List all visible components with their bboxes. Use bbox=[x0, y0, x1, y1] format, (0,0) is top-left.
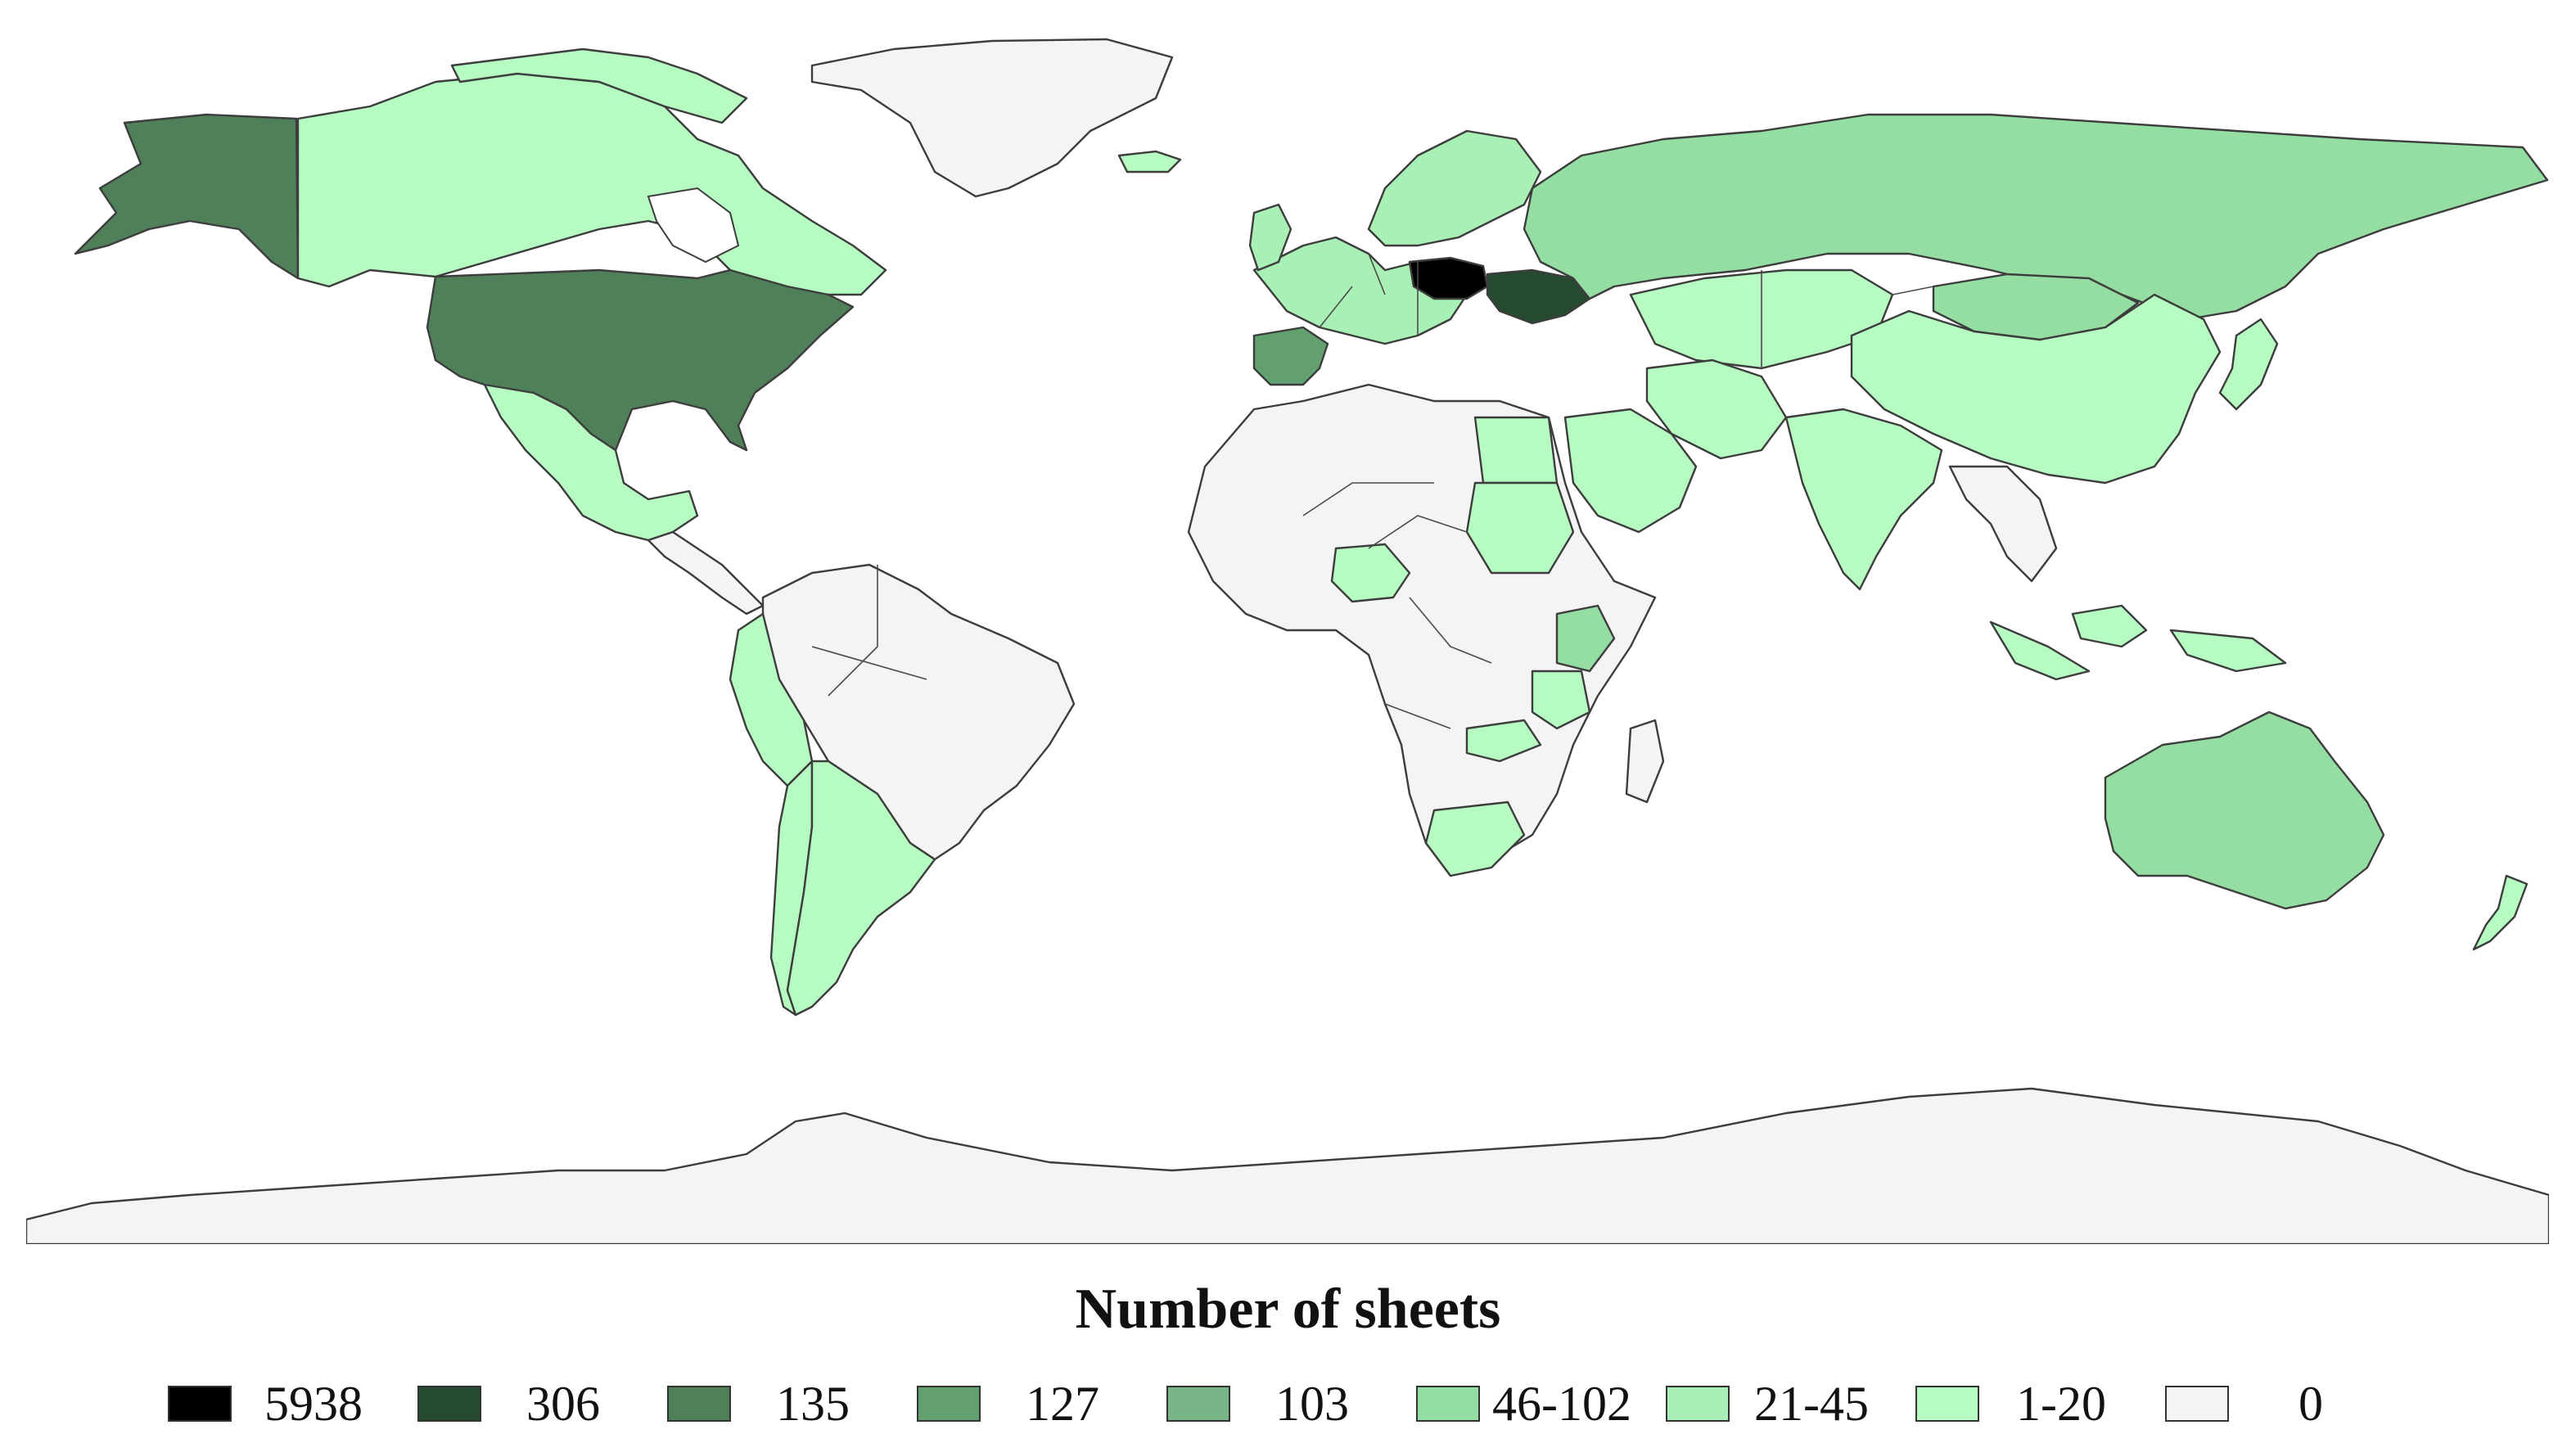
region-brazil bbox=[761, 563, 1076, 861]
world-map bbox=[26, 25, 2549, 1244]
legend-swatch bbox=[1915, 1386, 1979, 1422]
region-southeast-asia bbox=[1948, 465, 2058, 583]
legend-label: 306 bbox=[526, 1376, 600, 1431]
hudson-bay bbox=[647, 187, 740, 264]
region-alaska bbox=[74, 113, 300, 280]
legend-item: 21-45 bbox=[1666, 1375, 1915, 1432]
legend-swatch bbox=[1666, 1386, 1730, 1422]
legend: 5938 306 135 127 103 46-102 21-45 1-20 0 bbox=[168, 1375, 2415, 1432]
legend-item: 46-102 bbox=[1416, 1375, 1666, 1432]
legend-swatch bbox=[917, 1386, 981, 1422]
region-canada bbox=[296, 72, 887, 296]
legend-title: Number of sheets bbox=[1075, 1278, 1501, 1341]
legend-swatch bbox=[2165, 1386, 2229, 1422]
legend-label: 1-20 bbox=[2016, 1376, 2106, 1431]
legend-swatch bbox=[168, 1386, 232, 1422]
map-svg bbox=[26, 38, 2549, 1244]
legend-swatch bbox=[667, 1386, 731, 1422]
region-saudi-arabia bbox=[1563, 408, 1698, 534]
region-iran bbox=[1645, 358, 1788, 460]
region-kenya bbox=[1555, 604, 1616, 673]
region-iceland bbox=[1117, 150, 1182, 174]
region-japan bbox=[2218, 318, 2279, 411]
region-argentina bbox=[786, 760, 936, 1017]
legend-item: 5938 bbox=[168, 1375, 417, 1432]
region-china bbox=[1850, 293, 2222, 485]
region-canada-islands bbox=[450, 47, 748, 124]
region-india bbox=[1784, 408, 1943, 591]
region-madagascar bbox=[1625, 719, 1665, 804]
region-central-america bbox=[647, 530, 765, 616]
region-united-states bbox=[426, 268, 855, 452]
region-poland bbox=[1408, 256, 1489, 300]
country-borders bbox=[811, 253, 1934, 729]
legend-label: 46-102 bbox=[1492, 1376, 1631, 1431]
region-nigeria bbox=[1330, 543, 1411, 603]
region-uk bbox=[1248, 203, 1293, 272]
legend-item: 127 bbox=[917, 1375, 1166, 1432]
legend-label: 103 bbox=[1275, 1376, 1349, 1431]
legend-item: 1-20 bbox=[1915, 1375, 2165, 1432]
legend-swatch bbox=[1166, 1386, 1230, 1422]
region-zambia bbox=[1465, 719, 1542, 763]
region-indonesia bbox=[1989, 604, 2287, 681]
region-ukraine bbox=[1486, 268, 1591, 325]
legend-swatch bbox=[1416, 1386, 1480, 1422]
legend-swatch bbox=[417, 1386, 481, 1422]
region-spain bbox=[1252, 326, 1329, 386]
region-mexico bbox=[483, 383, 699, 542]
legend-item: 135 bbox=[667, 1375, 917, 1432]
region-south-africa bbox=[1424, 800, 1526, 877]
legend-item: 0 bbox=[2165, 1375, 2415, 1432]
legend-item: 103 bbox=[1166, 1375, 1416, 1432]
region-new-zealand bbox=[2472, 874, 2529, 951]
region-egypt bbox=[1473, 416, 1559, 485]
region-russia bbox=[1523, 113, 2549, 321]
region-greenland bbox=[810, 38, 1174, 198]
legend-label: 21-45 bbox=[1754, 1376, 1869, 1431]
legend-label: 0 bbox=[2299, 1376, 2323, 1431]
region-australia bbox=[2104, 710, 2385, 910]
region-sudan bbox=[1465, 481, 1575, 575]
region-scandinavia bbox=[1367, 129, 1542, 247]
legend-label: 135 bbox=[776, 1376, 850, 1431]
region-antarctica bbox=[26, 1087, 2549, 1244]
region-tanzania bbox=[1531, 670, 1591, 730]
legend-item: 306 bbox=[417, 1375, 667, 1432]
legend-label: 127 bbox=[1026, 1376, 1099, 1431]
legend-label: 5938 bbox=[264, 1376, 363, 1431]
